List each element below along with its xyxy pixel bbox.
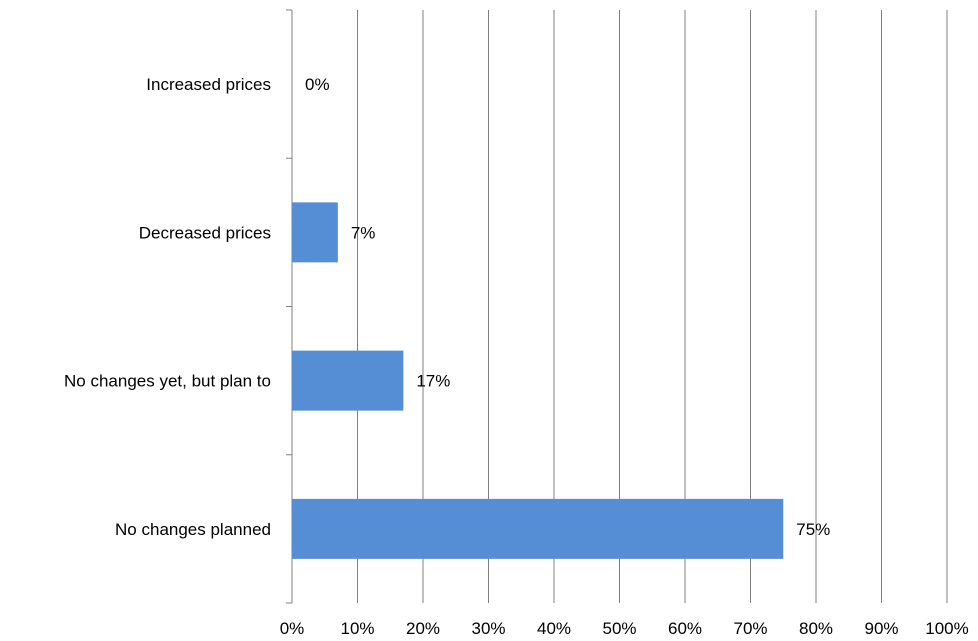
category-label: Increased prices bbox=[146, 75, 271, 94]
axes bbox=[286, 9, 293, 604]
bar bbox=[292, 350, 404, 411]
category-label: Decreased prices bbox=[139, 223, 271, 242]
data-label: 17% bbox=[416, 372, 450, 391]
data-label: 75% bbox=[796, 520, 830, 539]
gridlines bbox=[357, 10, 948, 603]
data-label: 7% bbox=[351, 223, 376, 242]
category-label: No changes yet, but plan to bbox=[64, 372, 271, 391]
bar bbox=[292, 202, 338, 263]
x-tick-label: 50% bbox=[602, 619, 636, 638]
x-tick-label: 100% bbox=[925, 619, 968, 638]
x-tick-label: 40% bbox=[537, 619, 571, 638]
x-tick-label: 70% bbox=[733, 619, 767, 638]
labels: 0% 10% 20% 30% 40% 50% 60% 70% 80% 90% 100% Increas… bbox=[64, 75, 969, 638]
x-tick-label: 20% bbox=[406, 619, 440, 638]
data-label: 0% bbox=[305, 75, 330, 94]
bar bbox=[292, 498, 784, 559]
x-tick-label: 60% bbox=[668, 619, 702, 638]
x-tick-label: 0% bbox=[280, 619, 305, 638]
x-tick-label: 90% bbox=[864, 619, 898, 638]
x-tick-label: 30% bbox=[471, 619, 505, 638]
x-tick-label: 10% bbox=[340, 619, 374, 638]
x-tick-label: 80% bbox=[799, 619, 833, 638]
bars bbox=[292, 202, 784, 559]
category-label: No changes planned bbox=[115, 520, 271, 539]
